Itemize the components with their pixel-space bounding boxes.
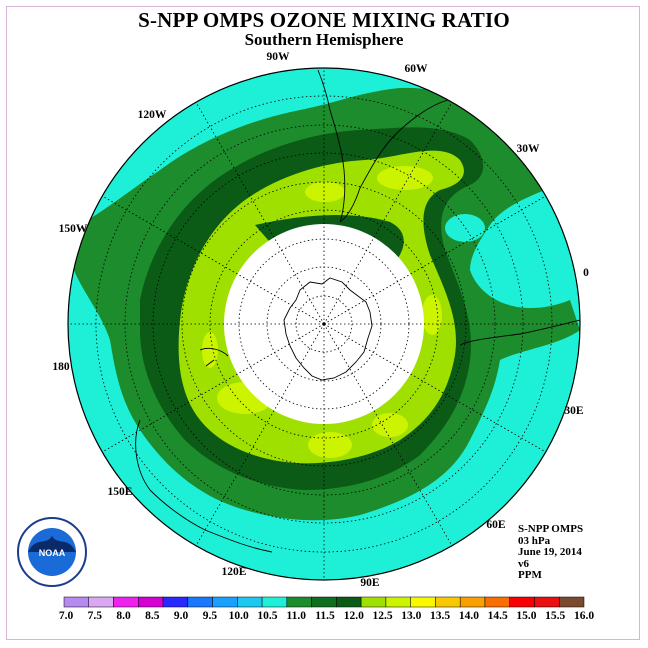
map-title: S-NPP OMPS OZONE MIXING RATIO <box>138 8 510 32</box>
colorbar-tick-label: 7.5 <box>88 610 103 622</box>
colorbar-box <box>484 596 510 608</box>
colorbar-box <box>113 596 139 608</box>
south-america-coastline <box>317 69 449 223</box>
colorbar-box <box>286 596 312 608</box>
longitude-label: 30E <box>564 405 584 417</box>
longitude-label: 120E <box>222 566 247 578</box>
info-version: v6 <box>518 557 529 570</box>
colorbar-box <box>237 596 263 608</box>
colorbar-tick-label: 16.0 <box>574 610 594 622</box>
colorbar-box <box>534 596 560 608</box>
colorbar-box <box>385 596 411 608</box>
meridian-line <box>323 102 453 325</box>
colorbar-tick-label: 15.0 <box>516 610 536 622</box>
meridian-line <box>195 323 325 546</box>
info-date: June 19, 2014 <box>518 546 582 558</box>
map-border <box>67 67 581 581</box>
noaa-logo-icon: NOAA <box>17 517 87 587</box>
colorbar-box <box>88 596 114 608</box>
colorbar-tick-label: 10.0 <box>229 610 249 622</box>
colorbar-box <box>261 596 288 608</box>
south-pole-dot <box>322 322 326 326</box>
page-frame <box>6 6 640 640</box>
meridian-line <box>195 102 325 325</box>
info-units: PPM <box>518 569 542 581</box>
longitude-label: 60W <box>405 63 429 75</box>
colorbar-tick-label: 12.0 <box>344 610 364 622</box>
map-subtitle: Southern Hemisphere <box>244 30 404 49</box>
colorbar-box <box>311 596 337 608</box>
colorbar-box <box>435 596 461 608</box>
colorbar-box <box>162 596 189 608</box>
yellow-green-patch <box>308 432 352 458</box>
colorbar-box <box>509 596 535 608</box>
africa-coastline <box>459 319 580 346</box>
colorbar-box <box>212 596 238 608</box>
colorbar-tick-label: 10.5 <box>257 610 277 622</box>
longitude-label: 0 <box>583 267 589 279</box>
colorbar-box <box>63 596 90 608</box>
colorbar-tick-label: 12.5 <box>372 610 392 622</box>
info-level: 03 hPa <box>518 534 551 547</box>
colorbar-tick-label: 9.5 <box>203 610 218 622</box>
yellow-green-patch <box>422 295 442 335</box>
info-product: S-NPP OMPS <box>518 523 584 535</box>
new-zealand-coastline <box>199 347 229 367</box>
meridian-line <box>102 195 325 325</box>
colorbar-box <box>336 596 362 608</box>
longitude-label: 120W <box>138 109 167 121</box>
colorbar-tick-label: 13.0 <box>401 610 421 622</box>
meridian-line <box>323 323 546 453</box>
colorbar-box <box>187 596 213 608</box>
longitude-label: 30W <box>517 143 541 155</box>
info-block: S-NPP OMPS 03 hPa June 19, 2014 v6 PPM <box>518 523 584 582</box>
colorbar-tick-label: 15.5 <box>545 610 565 622</box>
yellow-green-patch <box>372 413 408 437</box>
australia-coastline <box>135 419 273 553</box>
colorbar-tick-label: 11.0 <box>286 610 306 622</box>
colorbar-tick-label: 7.0 <box>59 610 74 622</box>
meridian-line <box>323 195 546 325</box>
colorbar-tick-label: 11.5 <box>315 610 335 622</box>
colorbar-box <box>558 596 585 608</box>
longitude-label: 150E <box>108 486 133 498</box>
colorbar-box <box>360 596 387 608</box>
longitude-label: 90W <box>267 51 291 63</box>
colorbar-tick-label: 9.0 <box>174 610 189 622</box>
colorbar-tick-label: 14.0 <box>459 610 479 622</box>
antarctica-coastline <box>283 277 373 381</box>
map-disk <box>68 68 580 580</box>
colorbar-box <box>410 596 436 608</box>
colorbar-tick-label: 8.5 <box>145 610 160 622</box>
colorbar-box <box>459 596 486 608</box>
cyan-island <box>445 214 485 242</box>
meridian-line <box>102 323 325 453</box>
longitude-labels: 90W 60W 30W 0 30E 60E 90E 120E 150E 180 150W 120W <box>52 51 589 589</box>
longitude-label: 90E <box>360 577 380 589</box>
longitude-label: 150W <box>59 223 88 235</box>
colorbar-box <box>138 596 164 608</box>
longitude-label: 180 <box>52 361 70 373</box>
colorbar-tick-label: 13.5 <box>430 610 450 622</box>
logo-text: NOAA <box>39 548 66 558</box>
colorbar-tick-label: 8.0 <box>116 610 131 622</box>
colorbar-tick-label: 14.5 <box>488 610 508 622</box>
yellow-green-patch <box>202 332 218 368</box>
meridians <box>68 68 580 580</box>
longitude-label: 60E <box>486 519 506 531</box>
meridian-line <box>323 323 453 546</box>
yellow-green-patch <box>377 166 433 190</box>
yellow-green-patch <box>305 182 345 202</box>
